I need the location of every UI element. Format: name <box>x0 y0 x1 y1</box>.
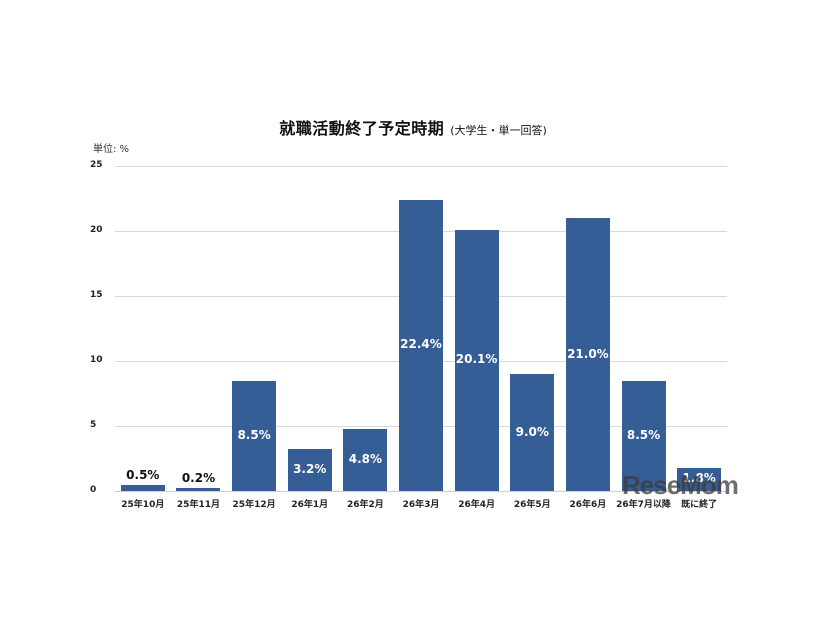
x-tick-label: 25年12月 <box>232 500 276 510</box>
chart-title-main: 就職活動終了予定時期 <box>279 119 445 138</box>
x-tick-label: 25年11月 <box>176 500 220 510</box>
bar-value-label: 8.5% <box>237 427 271 442</box>
bar <box>120 484 165 491</box>
watermark-logo: ReseMom <box>622 470 739 500</box>
x-tick-label: 26年4月 <box>458 500 496 510</box>
bar <box>510 374 555 491</box>
y-tick-label: 5 <box>90 420 97 430</box>
bar <box>176 488 221 491</box>
chart-title-sub: (大学生・単一回答) <box>450 124 547 137</box>
unit-label: 単位: % <box>93 144 130 155</box>
x-axis-baseline <box>115 491 727 492</box>
bar-value-label: 3.2% <box>293 462 327 477</box>
x-tick-label: 26年3月 <box>402 500 440 510</box>
x-tick-label: 26年7月以降 <box>616 500 671 510</box>
y-tick-label: 10 <box>90 355 103 365</box>
bar-value-label: 4.8% <box>348 451 382 466</box>
y-tick-label: 0 <box>90 485 97 495</box>
bar <box>343 428 388 491</box>
bar <box>621 380 666 491</box>
bar-value-label: 0.5% <box>126 467 160 482</box>
chart-title: 就職活動終了予定時期 (大学生・単一回答) <box>0 115 826 139</box>
x-tick-label: 26年5月 <box>513 500 551 510</box>
bar-value-label: 8.5% <box>626 427 661 442</box>
y-tick-label: 25 <box>90 160 103 170</box>
bar <box>454 229 499 491</box>
bar-value-label: 9.0% <box>515 424 549 439</box>
x-tick-label: 26年1月 <box>291 500 329 510</box>
bar <box>232 380 277 491</box>
x-tick-label: 25年10月 <box>121 500 165 510</box>
bar <box>565 218 610 491</box>
bar-value-label: 22.4% <box>400 337 442 352</box>
bar <box>677 467 722 491</box>
gridline <box>115 166 727 167</box>
bar-value-label: 0.2% <box>181 471 216 486</box>
x-tick-label: 26年2月 <box>346 500 384 510</box>
bar <box>399 199 443 491</box>
x-tick-label: 既に終了 <box>681 500 718 510</box>
bar-value-label: 1.8% <box>682 471 716 486</box>
x-tick-label: 26年6月 <box>569 500 607 510</box>
bar <box>287 449 332 491</box>
bar-value-label: 21.0% <box>567 346 609 361</box>
y-tick-label: 20 <box>90 225 103 235</box>
bar-value-label: 20.1% <box>455 352 498 367</box>
y-tick-label: 15 <box>90 290 103 300</box>
